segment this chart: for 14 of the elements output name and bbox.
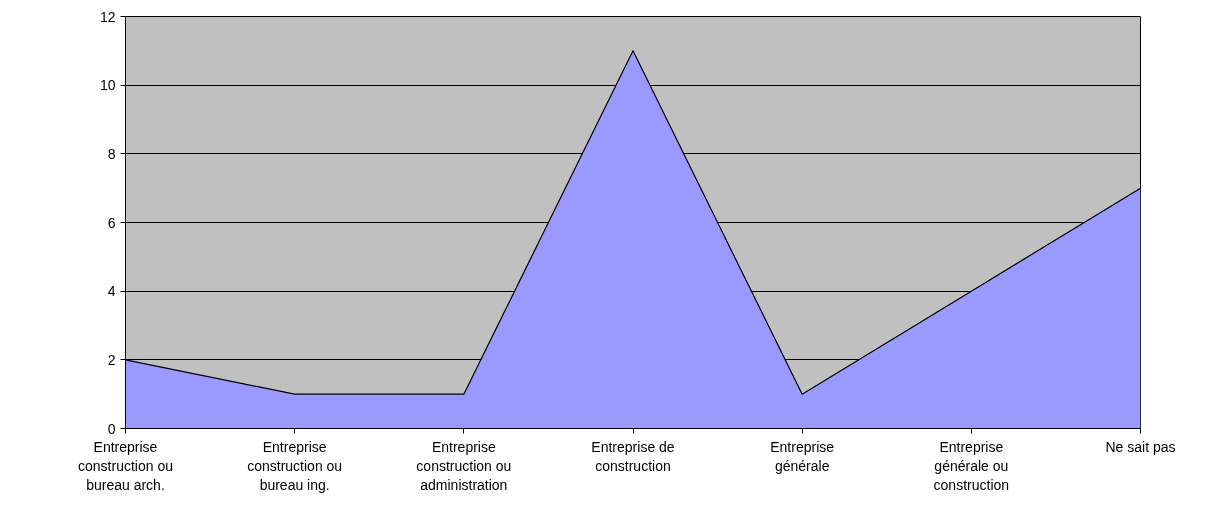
x-tick-label: Entreprise construction ou bureau ing. (247, 438, 343, 493)
x-tick-label: Entreprise construction ou bureau arch. (78, 438, 173, 493)
y-tick-label: 8 (107, 145, 116, 162)
x-tick-label: Entreprise générale (770, 438, 835, 474)
x-tick-label: Entreprise générale ou construction (933, 438, 1010, 493)
y-tick-label: 2 (107, 351, 116, 368)
y-tick-label: 12 (99, 8, 116, 25)
x-tick-label: Ne sait pas (1105, 438, 1176, 455)
y-tick-label: 4 (107, 283, 116, 300)
x-tick-label: Entreprise de construction (591, 438, 675, 474)
y-tick-label: 0 (107, 420, 116, 437)
y-tick-label: 6 (107, 214, 116, 231)
x-tick-label: Entreprise construction ou administration (416, 438, 512, 493)
y-tick-label: 10 (99, 77, 116, 94)
